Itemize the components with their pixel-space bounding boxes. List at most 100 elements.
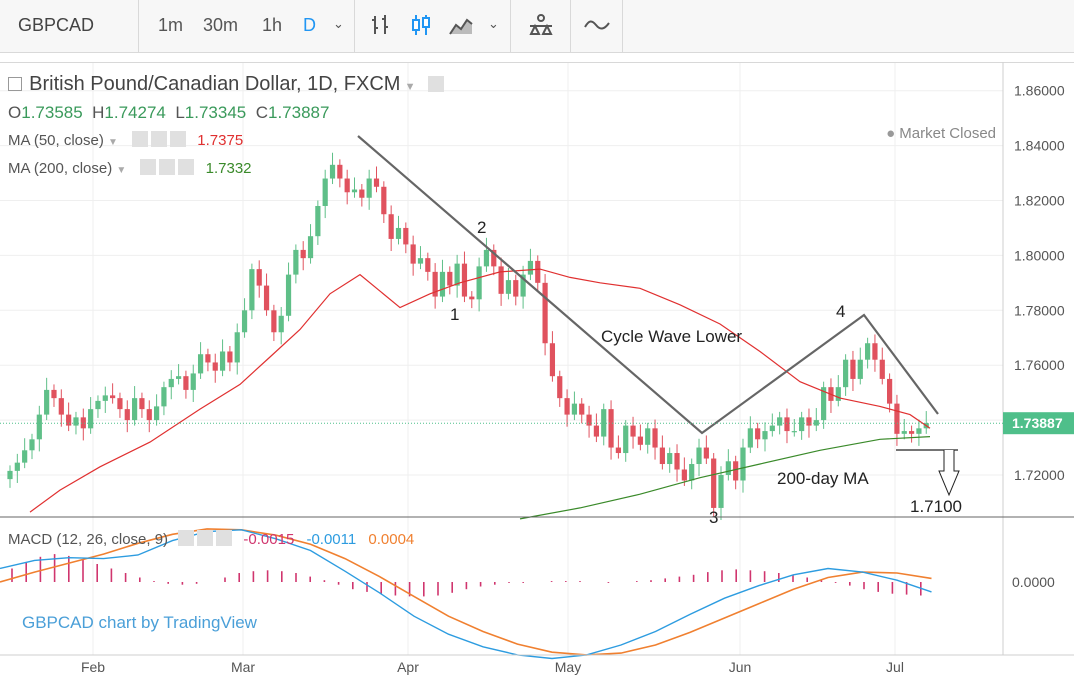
ma200-line	[519, 436, 931, 520]
ma50-label: MA (50, close)	[8, 132, 104, 149]
eye-icon[interactable]	[178, 530, 195, 546]
annotation-label: 2	[477, 218, 486, 237]
chevron-down-icon[interactable]: ▼	[116, 165, 127, 176]
indicators-icon[interactable]	[526, 12, 556, 38]
chart-area[interactable]: 1 2 3 4 Cycle Wave Lower 200-day MA 1.7100 1.7…	[0, 53, 1074, 677]
candle-body	[395, 227, 402, 239]
chevron-down-icon[interactable]: ⌄	[333, 16, 344, 31]
candle-body	[718, 475, 724, 508]
down-arrow-icon	[938, 450, 960, 497]
candle-body	[689, 464, 695, 481]
candle-body	[469, 296, 475, 300]
month-tick-label: Feb	[81, 659, 105, 675]
interval-1h-button[interactable]: 1h	[262, 15, 283, 35]
low-value: 1.73345	[184, 103, 247, 122]
candle-body	[381, 186, 387, 215]
moving-averages	[29, 268, 931, 520]
close-icon[interactable]	[170, 131, 187, 147]
candle-body	[835, 387, 841, 401]
candle-body	[667, 453, 673, 465]
eye-icon[interactable]	[140, 159, 157, 175]
gear-icon[interactable]	[151, 131, 168, 147]
price-tick-label: 1.86000	[1014, 83, 1065, 99]
high-value: 1.74274	[104, 103, 166, 122]
candle-body	[73, 417, 79, 426]
candle-body	[777, 417, 783, 426]
month-tick-label: Apr	[397, 659, 419, 675]
candle-body	[22, 450, 28, 463]
candle-body	[219, 351, 226, 371]
chevron-down-icon[interactable]: ▼	[404, 81, 416, 93]
toolbar-divider	[622, 0, 623, 52]
interval-1m-button[interactable]: 1m	[158, 15, 184, 35]
ma200-value: 1.7332	[205, 160, 252, 177]
annotation-label: Cycle Wave Lower	[601, 327, 742, 346]
collapse-icon[interactable]	[8, 77, 22, 91]
toolbar-divider	[354, 0, 355, 52]
gear-icon[interactable]	[197, 530, 214, 546]
candle-body	[821, 387, 827, 421]
ma50-value: 1.7375	[197, 132, 244, 149]
price-tick-label: 1.82000	[1014, 193, 1065, 209]
candle-body	[916, 428, 922, 434]
candle-body	[88, 409, 94, 429]
candle-body	[645, 428, 651, 445]
area-chart-icon[interactable]	[448, 12, 474, 38]
candle-body	[520, 274, 526, 297]
candle-body	[857, 359, 863, 379]
candle-body	[843, 359, 849, 388]
chevron-down-icon[interactable]: ▼	[108, 137, 118, 148]
candle-body	[542, 282, 548, 344]
candle-body	[747, 428, 753, 448]
chevron-down-icon[interactable]: ⌄	[488, 16, 499, 31]
candle-body	[95, 400, 101, 410]
candle-body	[271, 310, 277, 333]
symbol-search[interactable]: GBPCAD	[18, 15, 95, 35]
close-icon[interactable]	[178, 159, 195, 175]
candle-body	[293, 249, 299, 275]
candle-body	[461, 263, 468, 297]
eye-icon[interactable]	[427, 76, 444, 92]
candle-body	[887, 378, 893, 404]
candle-body	[615, 447, 621, 454]
price-tick-label: 1.80000	[1014, 247, 1065, 263]
candle-body	[403, 227, 409, 245]
candle-body	[80, 417, 86, 429]
candle-body	[432, 271, 438, 297]
candle-body	[256, 269, 262, 286]
candle-body	[908, 431, 915, 434]
low-label: L	[175, 103, 185, 122]
candle-body	[190, 373, 196, 390]
candle-body	[44, 389, 50, 415]
candle-body	[505, 280, 512, 294]
status-dot-icon: ●	[886, 125, 896, 142]
watermark: GBPCAD chart by TradingView	[22, 613, 257, 632]
candle-body	[425, 258, 431, 272]
compare-icon[interactable]	[582, 12, 612, 38]
interval-30m-button[interactable]: 30m	[203, 15, 239, 35]
candle-body	[175, 376, 182, 379]
candle-body	[593, 425, 599, 437]
month-tick-label: May	[555, 659, 581, 675]
axes: 1.720001.740001.760001.780001.800001.820…	[0, 62, 1074, 675]
candle-body	[901, 431, 907, 434]
macd-line	[0, 529, 932, 660]
interval-d-button[interactable]: D	[303, 15, 316, 35]
chart-top-border	[0, 62, 1074, 63]
eye-icon[interactable]	[132, 131, 149, 147]
open-value: 1.73585	[21, 103, 83, 122]
candle-body	[483, 249, 490, 267]
candle-body	[110, 395, 116, 399]
candle-body	[366, 178, 372, 198]
candle-body	[608, 409, 614, 448]
candle-body	[373, 178, 380, 187]
candle-body	[674, 453, 680, 470]
candle-body	[102, 395, 108, 401]
gear-icon[interactable]	[159, 159, 176, 175]
candle-body	[769, 425, 775, 432]
bars-icon[interactable]	[368, 12, 394, 38]
candles-icon[interactable]	[408, 12, 434, 38]
candle-body	[161, 387, 167, 407]
close-icon[interactable]	[216, 530, 233, 546]
